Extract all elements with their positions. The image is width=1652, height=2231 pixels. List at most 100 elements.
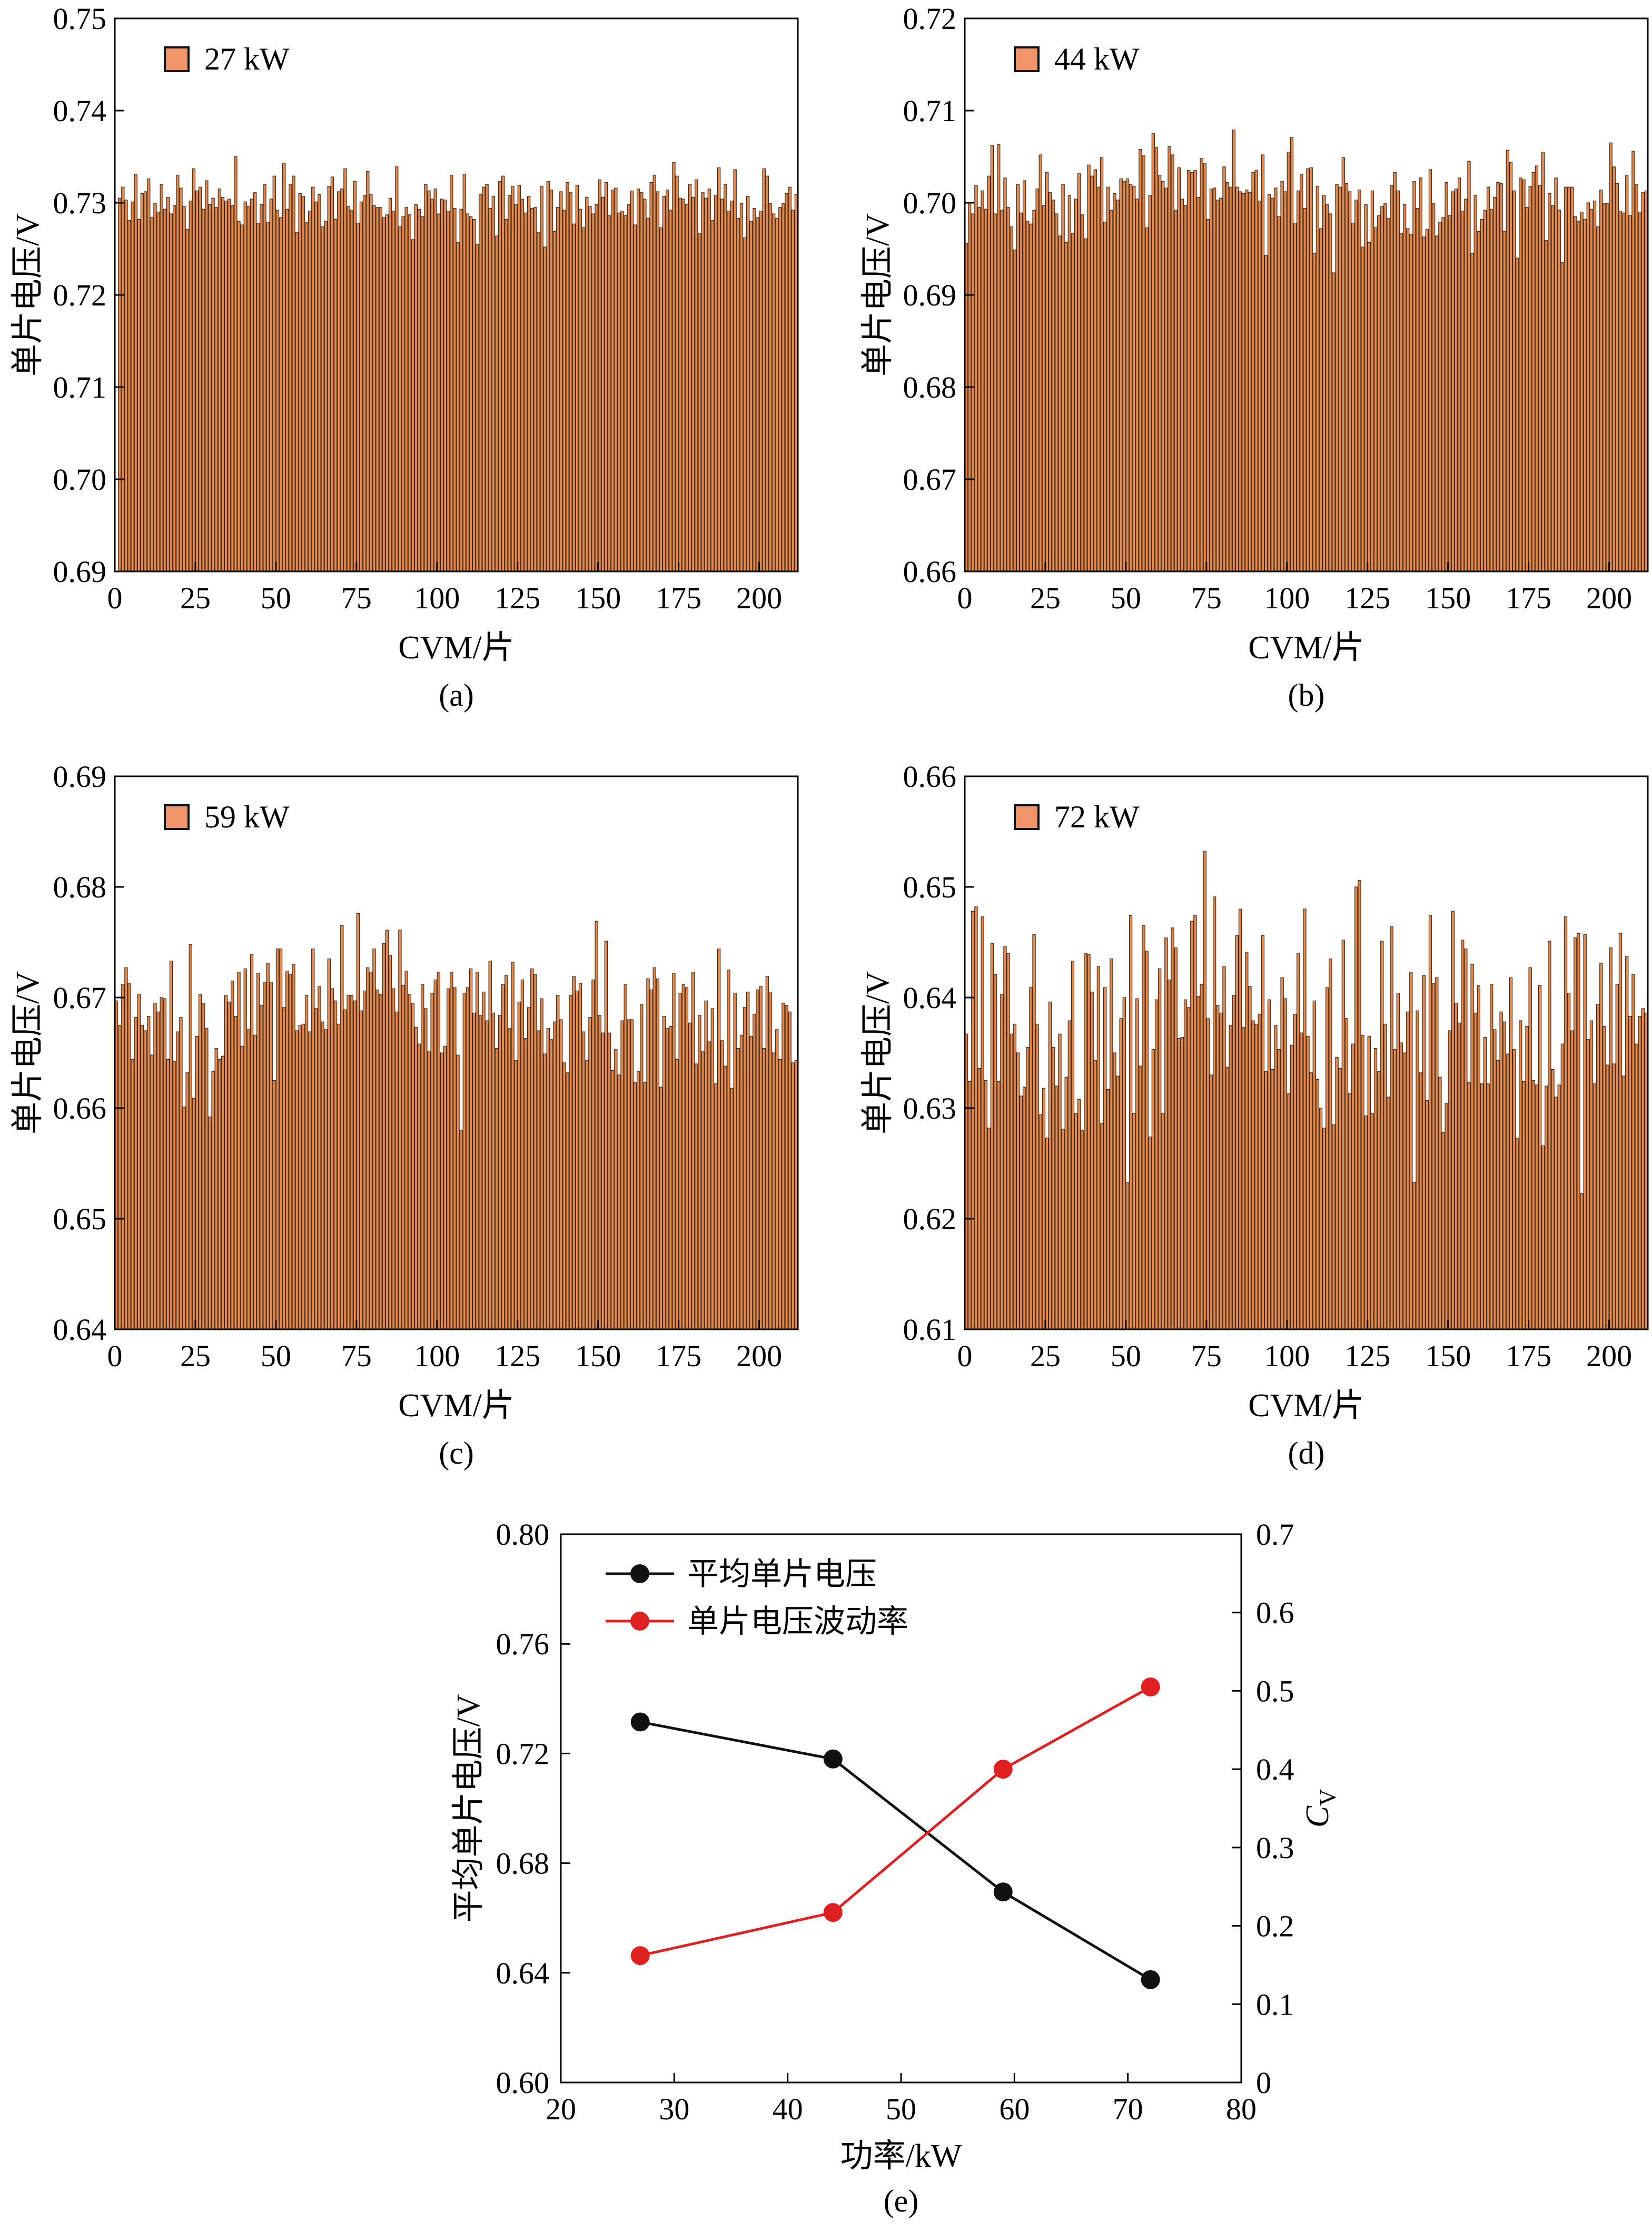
bar — [1635, 184, 1638, 572]
bar — [669, 210, 672, 572]
bar — [1548, 193, 1551, 572]
bar — [672, 162, 676, 572]
bar — [1035, 1023, 1039, 1330]
bar — [984, 1080, 987, 1330]
bar — [192, 168, 196, 572]
bar — [127, 983, 131, 1330]
bar — [318, 194, 321, 572]
bar — [778, 207, 782, 572]
bar — [366, 967, 370, 1330]
bar — [759, 986, 763, 1330]
bar — [447, 211, 450, 572]
bar — [775, 1029, 779, 1330]
data-point — [993, 1882, 1013, 1902]
bar — [1351, 222, 1355, 572]
bar — [156, 211, 160, 572]
bar — [1174, 210, 1178, 572]
bar — [1512, 1049, 1516, 1330]
bar — [1557, 1084, 1561, 1330]
bar — [1209, 189, 1213, 572]
bar — [1329, 958, 1332, 1330]
bar — [640, 1003, 644, 1330]
bar — [549, 189, 553, 572]
bar — [1586, 202, 1590, 572]
bar — [765, 976, 769, 1330]
bar — [1090, 991, 1094, 1330]
bar — [1023, 180, 1026, 572]
bar — [782, 1002, 785, 1330]
bar — [437, 972, 441, 1330]
bar — [1261, 935, 1265, 1330]
bar — [1545, 1085, 1548, 1330]
panel-c: 0.64 0.65 0.66 0.67 0.68 0.69 0 25 50 75 100 125 150… — [10, 759, 799, 1470]
bar — [205, 180, 209, 572]
bar — [1309, 1072, 1313, 1330]
bar — [1496, 1060, 1500, 1330]
bar — [395, 166, 399, 572]
bar — [1096, 966, 1101, 1330]
bar — [656, 978, 660, 1330]
x-tick-label: 175 — [656, 1339, 701, 1373]
bar — [1113, 193, 1116, 572]
bar — [753, 1013, 756, 1330]
bar — [585, 1060, 589, 1330]
bar — [163, 209, 167, 572]
bar — [1045, 1138, 1049, 1330]
bar-series — [118, 156, 798, 572]
bar — [388, 955, 392, 1330]
bar — [1158, 174, 1162, 572]
bar — [1303, 208, 1307, 572]
y-tick-label: 0.67 — [53, 981, 107, 1015]
bar — [353, 181, 357, 572]
bar — [1348, 1093, 1352, 1330]
bar — [633, 224, 637, 572]
bar — [231, 205, 234, 572]
bar — [404, 207, 408, 572]
bar — [330, 176, 334, 572]
bar — [169, 213, 173, 572]
bar — [211, 1071, 215, 1330]
x-tick-label: 50 — [886, 2092, 916, 2126]
y-tick-label: 0.69 — [53, 555, 107, 589]
x-tick-label: 125 — [1344, 581, 1390, 615]
bar — [263, 184, 266, 572]
bar — [491, 1012, 496, 1330]
bar — [974, 185, 978, 572]
bar — [459, 209, 463, 572]
y-right-tick-label: 0 — [1256, 2066, 1271, 2100]
bar — [727, 211, 730, 572]
x-tick-label: 25 — [180, 1339, 211, 1373]
bar — [234, 156, 238, 572]
bar — [1592, 200, 1597, 572]
bar — [981, 190, 984, 572]
bar — [491, 196, 496, 572]
bar — [1428, 915, 1432, 1330]
bar — [1132, 1113, 1136, 1330]
bar — [1609, 947, 1613, 1330]
bar — [462, 992, 466, 1330]
bar — [1000, 210, 1004, 572]
bar — [1618, 933, 1623, 1330]
bar — [1635, 1043, 1638, 1330]
bar — [295, 1030, 299, 1330]
bar — [1067, 1020, 1072, 1330]
bar — [630, 1019, 634, 1330]
bar — [1013, 1023, 1017, 1330]
bar — [214, 1048, 218, 1330]
bar — [1464, 948, 1468, 1330]
bar — [681, 199, 685, 572]
bar — [217, 1059, 222, 1330]
bar — [1274, 1024, 1278, 1330]
bar — [124, 200, 128, 572]
bar — [1148, 195, 1152, 572]
bar — [1129, 915, 1133, 1330]
x-tick-label: 50 — [1111, 581, 1141, 615]
bar — [1531, 1080, 1535, 1330]
bar — [179, 187, 183, 572]
bar — [121, 984, 125, 1330]
bar — [1248, 986, 1252, 1330]
bar — [388, 198, 392, 572]
bar — [282, 1007, 286, 1330]
x-tick-label: 200 — [1586, 1339, 1632, 1373]
